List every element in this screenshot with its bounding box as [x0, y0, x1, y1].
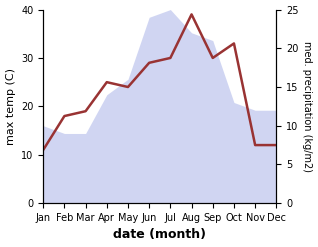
Y-axis label: med. precipitation (kg/m2): med. precipitation (kg/m2) — [302, 41, 313, 172]
X-axis label: date (month): date (month) — [113, 228, 206, 242]
Y-axis label: max temp (C): max temp (C) — [5, 68, 16, 145]
